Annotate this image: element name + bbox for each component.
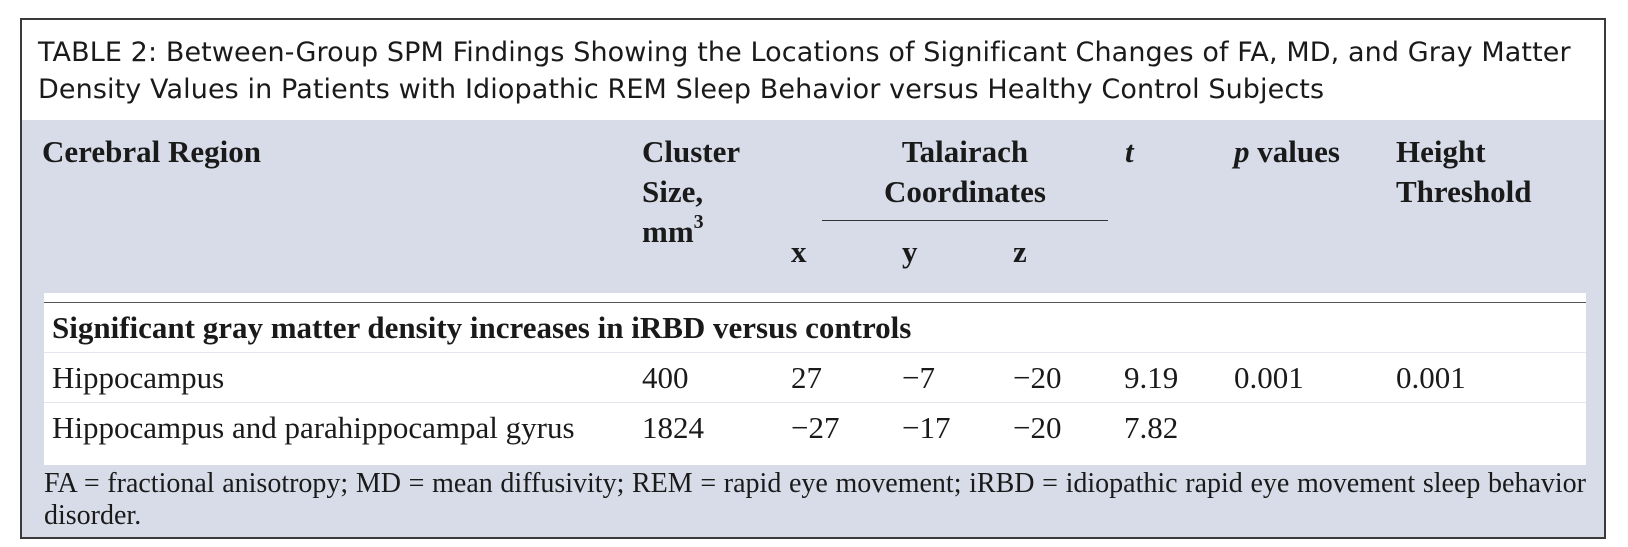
table-frame: TABLE 2: Between-Group SPM Findings Show… <box>20 18 1606 539</box>
header-height-line1: Height <box>1396 134 1486 169</box>
header-cluster-line3: mm3 <box>642 211 740 256</box>
header-y: y <box>902 234 918 269</box>
table-header: Cerebral Region Cluster Size, mm3 Talair… <box>22 120 1604 293</box>
cell-region: Hippocampus <box>52 360 225 395</box>
header-p-values: p values <box>1234 132 1340 172</box>
header-talairach-line1: Talairach <box>901 134 1029 169</box>
header-talairach-line2: Coordinates <box>884 174 1046 209</box>
cell-z: −20 <box>1013 410 1062 445</box>
header-t: t <box>1125 134 1134 169</box>
header-cluster-line1: Cluster <box>642 134 741 169</box>
table-body: Significant gray matter density increase… <box>44 293 1586 465</box>
header-talairach: Talairach Coordinates <box>822 132 1108 212</box>
header-cluster-unit: mm <box>642 214 694 249</box>
header-cluster-size: Cluster Size, mm3 <box>642 132 740 256</box>
cell-height-threshold: 0.001 <box>1396 360 1466 395</box>
table-row: Hippocampus and parahippocampal gyrus 18… <box>44 403 1586 453</box>
cell-t: 7.82 <box>1124 410 1179 445</box>
cell-x: −27 <box>791 410 840 445</box>
cell-z: −20 <box>1013 360 1062 395</box>
section-title: Significant gray matter density increase… <box>52 310 912 345</box>
table-caption: TABLE 2: Between-Group SPM Findings Show… <box>22 20 1604 120</box>
talairach-rule <box>822 220 1108 221</box>
cell-t: 9.19 <box>1124 360 1179 395</box>
table-row: Hippocampus 400 27 −7 −20 9.19 0.001 0.0… <box>44 353 1586 403</box>
cell-y: −17 <box>902 410 951 445</box>
cell-region: Hippocampus and parahippocampal gyrus <box>52 410 575 445</box>
cell-y: −7 <box>902 360 935 395</box>
cell-x: 27 <box>791 360 822 395</box>
cell-cluster-size: 1824 <box>642 410 704 445</box>
cell-cluster-size: 400 <box>642 360 689 395</box>
header-cerebral-region: Cerebral Region <box>42 134 261 169</box>
cell-p-value: 0.001 <box>1234 360 1304 395</box>
body-top-rule <box>44 302 1586 303</box>
header-height-threshold: Height Threshold <box>1396 132 1532 212</box>
header-cluster-unit-superscript: 3 <box>693 211 704 233</box>
header-p-rest: values <box>1249 134 1340 169</box>
header-p-italic: p <box>1234 134 1250 169</box>
header-height-line2: Threshold <box>1396 174 1532 209</box>
header-x: x <box>791 234 807 269</box>
section-row: Significant gray matter density increase… <box>44 303 1586 353</box>
table-footnote: FA = fractional anisotropy; MD = mean di… <box>44 468 1586 531</box>
header-cluster-line2: Size, <box>642 174 704 209</box>
header-z: z <box>1013 234 1027 269</box>
